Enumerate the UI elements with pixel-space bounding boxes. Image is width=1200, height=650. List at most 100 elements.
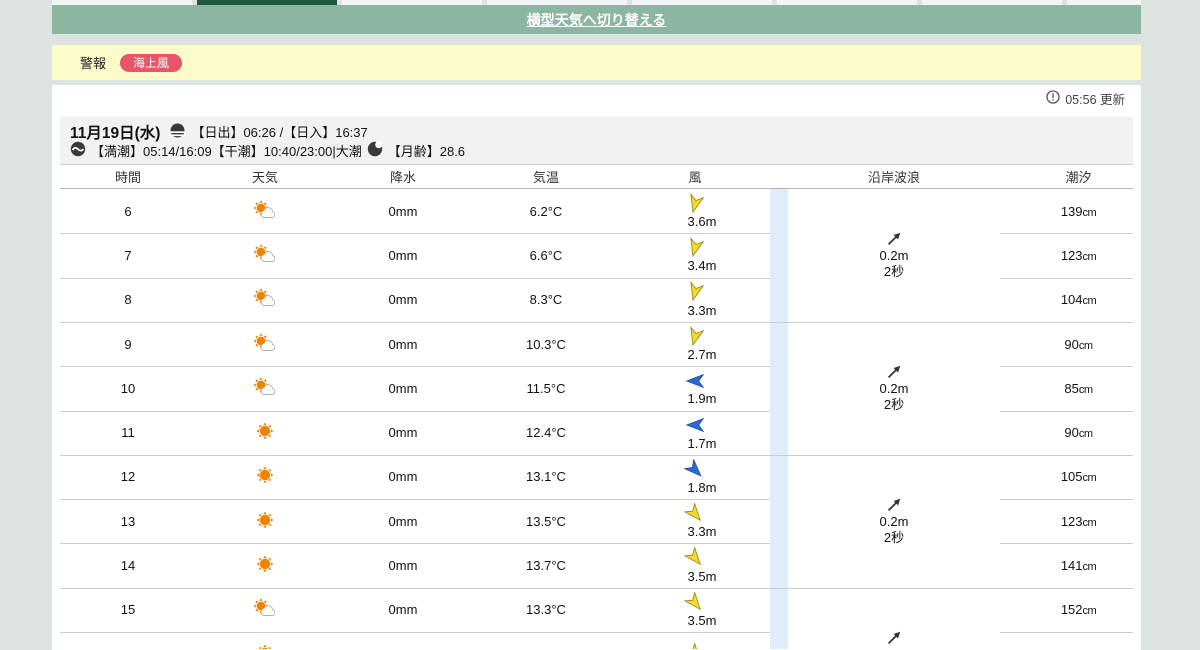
- row-divider: [60, 366, 770, 368]
- weather-icon-cell: [196, 509, 334, 534]
- row-divider: [60, 233, 770, 235]
- tide-cell: 152cm: [1060, 602, 1097, 618]
- precip-cell: 0mm: [388, 602, 418, 618]
- warning-label: 警報: [80, 56, 107, 71]
- temp-cell: 11.5°C: [526, 380, 566, 396]
- wind-cell: 3.5m: [620, 546, 770, 584]
- row-divider: [1000, 277, 1133, 279]
- wind-cell: 1.7m: [620, 414, 770, 451]
- switch-to-horizontal-link[interactable]: 横型天気へ切り替える: [526, 11, 667, 28]
- row-divider: [1000, 233, 1133, 235]
- tab-top[interactable]: [632, 0, 772, 5]
- alert-circle-icon: [1046, 89, 1060, 107]
- wind-direction-icon: [683, 502, 706, 528]
- wind-speed: 3.4m: [687, 258, 717, 274]
- wind-cell: 1.8m: [620, 457, 770, 496]
- weather-icon-cell: [196, 376, 334, 401]
- wind-cell: 1.9m: [620, 370, 770, 407]
- wind-speed: 3.3m: [687, 302, 717, 318]
- wind-cell: 3.6m: [620, 192, 770, 230]
- wind-direction-icon: [684, 414, 706, 439]
- col-header-tide: 潮汐: [1065, 170, 1092, 185]
- wind-direction-icon: [684, 325, 706, 351]
- date-title: 11月19日(水): [70, 124, 161, 142]
- wind-cell: 2.7m: [620, 325, 770, 363]
- row-divider: [60, 543, 770, 545]
- table-row[interactable]: 16 0mm 12.8°C 154cm: [60, 632, 1133, 649]
- sunny-icon: [256, 467, 274, 484]
- sun-cloud-icon: [253, 598, 276, 617]
- row-divider: [60, 632, 770, 633]
- update-time-line: 05:56 更新: [60, 85, 1133, 107]
- tide-cell: 123cm: [1060, 247, 1097, 263]
- row-divider: [1000, 632, 1133, 633]
- page-content: 横型天気へ切り替える 警報 海上風 05:56 更新 11月19日(水) 【日出…: [52, 0, 1141, 650]
- tab-top[interactable]: [1067, 0, 1141, 5]
- tide-cell: 141cm: [1060, 558, 1097, 574]
- wind-speed: 3.5m: [687, 612, 717, 628]
- wave-height: 0.2m: [880, 647, 909, 649]
- active-tab-top[interactable]: [197, 0, 337, 5]
- tide-cell: 104cm: [1060, 292, 1097, 308]
- time-cell: 13: [120, 513, 136, 529]
- temp-cell: 6.2°C: [529, 203, 563, 219]
- row-divider: [1000, 366, 1133, 368]
- wind-cell: 3.4m: [620, 237, 770, 274]
- precip-cell: 0mm: [388, 380, 418, 396]
- wind-direction-icon: [683, 642, 706, 649]
- tab-top[interactable]: [922, 0, 1062, 5]
- row-divider: [60, 454, 1133, 456]
- row-divider: [60, 410, 770, 412]
- time-cell: 7: [124, 247, 132, 263]
- tab-top[interactable]: [777, 0, 917, 5]
- weather-icon-cell: [196, 287, 334, 312]
- wave-height: 0.2m: [879, 381, 909, 397]
- wave-direction-icon: [887, 232, 901, 246]
- precip-cell: 0mm: [388, 425, 418, 441]
- time-cell: 12: [120, 469, 136, 485]
- wind-direction-icon: [683, 590, 706, 617]
- table-row[interactable]: 8 0mm 8.3°C 3.3m 104cm: [60, 278, 1133, 322]
- table-row[interactable]: 15 0mm 13.3°C 3.5m 152cm: [60, 588, 1133, 632]
- sunrise-sunset-icon: [169, 123, 187, 141]
- table-row[interactable]: 14 0mm 13.7°C 3.5m 141cm: [60, 543, 1133, 587]
- precip-cell: 0mm: [388, 203, 418, 219]
- table-row[interactable]: 7 0mm 6.6°C 3.4m 123cm: [60, 233, 1133, 277]
- moon-phase-icon: [367, 141, 383, 160]
- wind-speed: 1.9m: [687, 391, 717, 407]
- wave-direction-icon: [887, 631, 901, 644]
- weather-icon-cell: [196, 199, 334, 224]
- row-divider: [1000, 543, 1133, 545]
- wave-direction-icon: [887, 365, 901, 379]
- table-row[interactable]: 11 0mm 12.4°C 1.7m 90cm: [60, 411, 1133, 455]
- tide-cell: 85cm: [1064, 380, 1093, 396]
- table-row[interactable]: 12 0mm 13.1°C 1.8m 105cm: [60, 455, 1133, 499]
- weather-icon-cell: [196, 553, 334, 578]
- precip-cell: 0mm: [388, 336, 418, 352]
- wind-speed: 3.5m: [687, 568, 717, 584]
- table-row[interactable]: 9 0mm 10.3°C 2.7m 90cm: [60, 322, 1133, 366]
- moon-age-text: 【月齢】28.6: [387, 144, 466, 159]
- update-time-text: 05:56 更新: [1065, 92, 1125, 107]
- wind-cell: 3.3m: [620, 281, 770, 318]
- tide-cell: 90cm: [1064, 425, 1093, 441]
- tab-top[interactable]: [342, 0, 482, 5]
- warning-badge-sea-wind[interactable]: 海上風: [120, 53, 183, 72]
- tide-times-text: 【満潮】05:14/16:09【干潮】10:40/23:00|大潮: [91, 144, 362, 159]
- precip-cell: 0mm: [388, 469, 418, 485]
- table-row[interactable]: 10 0mm 11.5°C 1.9m 85cm: [60, 366, 1133, 410]
- temp-cell: 13.5°C: [526, 513, 566, 529]
- col-header-waves: 沿岸波浪: [867, 170, 920, 185]
- row-divider: [60, 587, 1133, 589]
- tab-top[interactable]: [52, 0, 192, 5]
- temp-cell: 8.3°C: [529, 292, 563, 308]
- weather-icon-cell: [196, 243, 334, 268]
- table-row[interactable]: 6 0mm 6.2°C 3.6m 139cm: [60, 189, 1133, 233]
- tab-top[interactable]: [487, 0, 627, 5]
- temp-cell: 12.4°C: [526, 425, 566, 441]
- col-header-time: 時間: [114, 170, 141, 185]
- table-row[interactable]: 13 0mm 13.5°C 3.3m 123cm: [60, 499, 1133, 543]
- weather-icon-cell: [196, 597, 334, 622]
